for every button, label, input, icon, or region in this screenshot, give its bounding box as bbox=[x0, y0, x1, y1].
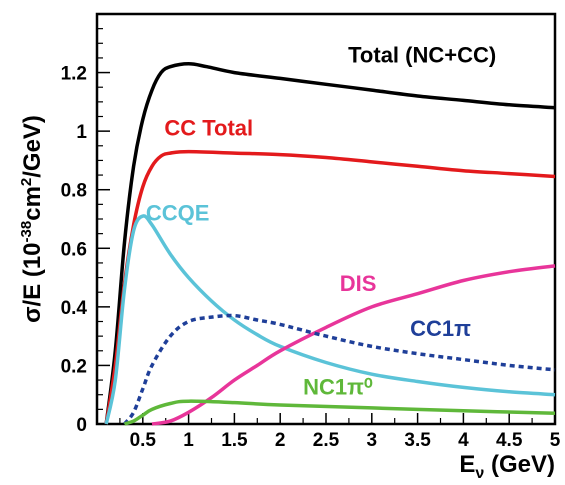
y-tick-label: 0.2 bbox=[61, 356, 87, 377]
x-tick-label: 5 bbox=[550, 430, 561, 451]
x-tick-label: 3.5 bbox=[404, 430, 431, 451]
y-tick-label: 0 bbox=[76, 415, 87, 436]
x-tick-label: 1 bbox=[183, 430, 194, 451]
x-tick-label: 3 bbox=[367, 430, 378, 451]
x-tick-label: 2.5 bbox=[313, 430, 340, 451]
x-tick-label: 4 bbox=[458, 430, 469, 451]
x-tick-label: 2 bbox=[275, 430, 286, 451]
x-tick-label: 1.5 bbox=[221, 430, 248, 451]
series-line-2 bbox=[104, 214, 556, 425]
y-tick-label: 1.2 bbox=[61, 64, 87, 85]
x-axis-label: Eν (GeV) bbox=[459, 451, 555, 482]
series-label: NC1π⁰ bbox=[303, 375, 373, 400]
series-label: CC Total bbox=[164, 116, 253, 141]
x-tick-label: 0.5 bbox=[130, 430, 157, 451]
y-tick-label: 0.8 bbox=[61, 181, 87, 202]
series-labels: Total (NC+CC) CC Total CCQE DIS CC1π NC1π⁰ bbox=[146, 42, 496, 399]
y-axis-label: σ/E (10-38cm2/GeV) bbox=[18, 115, 46, 323]
series-layer bbox=[104, 62, 556, 426]
y-tick-label: 1 bbox=[76, 122, 87, 143]
series-line-3 bbox=[151, 264, 556, 426]
series-line-4 bbox=[123, 313, 556, 426]
series-label: CCQE bbox=[146, 200, 210, 225]
series-line-0 bbox=[104, 62, 556, 425]
series-label: Total (NC+CC) bbox=[348, 42, 496, 67]
y-tick-label: 0.4 bbox=[61, 298, 88, 319]
axis-ticks: 0.5 1 1.5 2 2.5 3 3.5 4 4.5 5 0 0.2 0.4 0.6 0.8 1 1.2 bbox=[61, 28, 561, 451]
series-label: CC1π bbox=[410, 316, 471, 341]
x-tick-label: 4.5 bbox=[496, 430, 523, 451]
y-tick-label: 0.6 bbox=[61, 239, 87, 260]
series-line-5 bbox=[123, 399, 556, 426]
series-label: DIS bbox=[340, 271, 377, 296]
